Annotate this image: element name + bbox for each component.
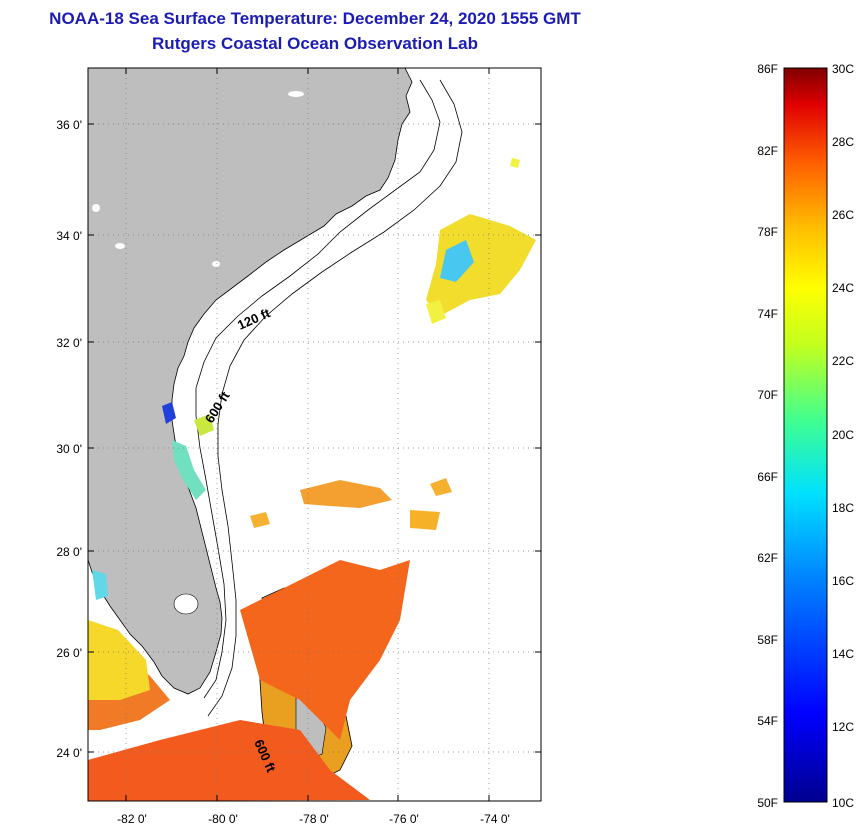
colorbar-c-label: 18C <box>832 501 854 515</box>
sst-patch-cool <box>92 570 108 600</box>
colorbar: 86F 82F 78F 74F 70F 66F 62F 58F 54F 50F … <box>757 62 854 810</box>
colorbar-c-label: 16C <box>832 574 854 588</box>
sst-patch-orange <box>410 510 440 530</box>
colorbar-c-label: 26C <box>832 208 854 222</box>
colorbar-f-label: 78F <box>757 225 778 239</box>
lon-label: -82 0' <box>117 812 147 826</box>
map-subtitle: Rutgers Coastal Ocean Observation Lab <box>152 34 478 53</box>
lat-label: 34 0' <box>56 229 82 243</box>
sst-patch-orange <box>250 512 270 528</box>
lat-label: 28 0' <box>56 545 82 559</box>
lon-label: -76 0' <box>389 812 419 826</box>
sst-patch-cold <box>162 402 176 424</box>
colorbar-c-label: 24C <box>832 281 854 295</box>
sst-data-overlay <box>88 158 536 801</box>
colorbar-c-label: 20C <box>832 428 854 442</box>
sst-patch-green <box>194 414 214 436</box>
colorbar-c-label: 22C <box>832 354 854 368</box>
colorbar-f-label: 50F <box>757 796 778 810</box>
contour-600ft <box>207 79 463 717</box>
colorbar-c-label: 12C <box>832 720 854 734</box>
colorbar-gradient <box>783 67 828 803</box>
colorbar-c-label: 30C <box>832 62 854 76</box>
colorbar-f-label: 62F <box>757 551 778 565</box>
colorbar-c-label: 14C <box>832 647 854 661</box>
colorbar-f-label: 70F <box>757 388 778 402</box>
sst-patch-warm <box>88 720 370 801</box>
colorbar-fahrenheit-labels: 86F 82F 78F 74F 70F 66F 62F 58F 54F 50F <box>757 62 778 810</box>
land-mass <box>88 68 413 695</box>
longitude-labels: -82 0' -80 0' -78 0' -76 0' -74 0' <box>117 812 510 826</box>
lat-label: 36 0' <box>56 118 82 132</box>
colorbar-f-label: 86F <box>757 62 778 76</box>
sst-patch-yellow <box>510 158 520 168</box>
colorbar-f-label: 58F <box>757 633 778 647</box>
lat-label: 26 0' <box>56 646 82 660</box>
lat-label: 24 0' <box>56 746 82 760</box>
sst-patch-orange <box>430 478 452 496</box>
graticule <box>88 68 541 801</box>
lat-label: 32 0' <box>56 336 82 350</box>
sst-patch-yellow <box>426 214 536 316</box>
tick-marks <box>88 68 541 801</box>
colorbar-f-label: 66F <box>757 470 778 484</box>
colorbar-f-label: 54F <box>757 714 778 728</box>
sst-patch-yellow <box>426 300 446 324</box>
lon-label: -74 0' <box>480 812 510 826</box>
contour-120ft <box>195 79 441 699</box>
lon-label: -78 0' <box>299 812 329 826</box>
colorbar-celsius-labels: 30C 28C 26C 24C 22C 20C 18C 16C 14C 12C … <box>832 62 854 810</box>
sst-patch-orange <box>300 480 392 508</box>
sst-patch-yellow <box>88 620 150 700</box>
lake-okeechobee <box>173 593 199 615</box>
map-frame <box>87 67 542 802</box>
latitude-labels: 36 0' 34 0' 32 0' 30 0' 28 0' 26 0' 24 0… <box>56 118 82 760</box>
lake <box>212 261 220 267</box>
map-title: NOAA-18 Sea Surface Temperature: Decembe… <box>49 9 581 28</box>
colorbar-c-label: 10C <box>832 796 854 810</box>
colorbar-f-label: 74F <box>757 307 778 321</box>
lake <box>288 91 304 97</box>
lake <box>92 204 100 212</box>
map-panel: 120 ft 600 ft 600 ft <box>87 67 542 802</box>
sst-patch-cool <box>172 440 206 500</box>
lat-label: 30 0' <box>56 442 82 456</box>
sst-patch-warm <box>240 560 410 740</box>
colorbar-c-label: 28C <box>832 135 854 149</box>
lon-label: -80 0' <box>208 812 238 826</box>
colorbar-f-label: 82F <box>757 144 778 158</box>
sst-patch-cool <box>440 240 474 282</box>
lake <box>115 243 125 249</box>
